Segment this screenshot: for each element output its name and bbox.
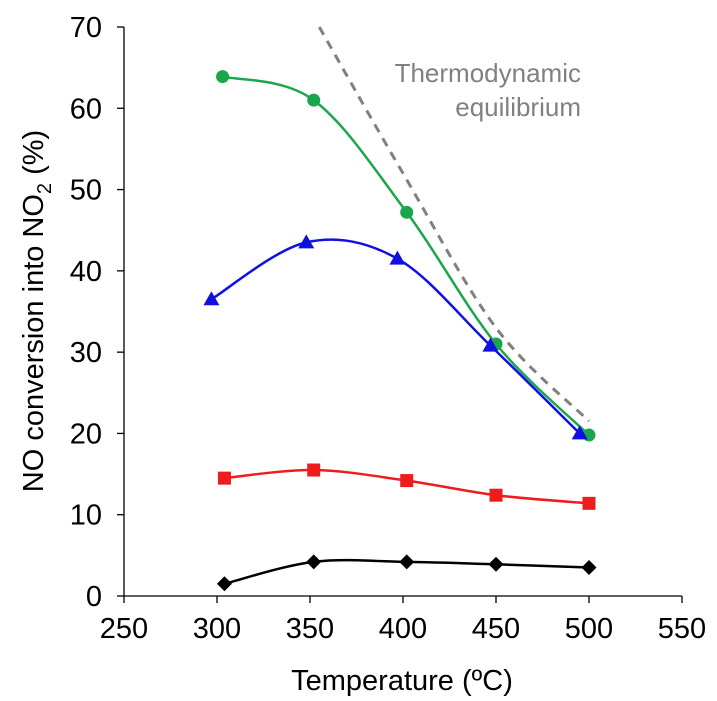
diamond-marker [399,554,415,570]
x-axis-title: Temperature (ºC) [291,665,513,697]
triangle-marker [482,337,499,352]
series-layer [203,26,597,592]
x-tick-label: 450 [472,613,520,645]
x-tick-label: 300 [193,613,241,645]
triangle-marker [203,291,220,306]
triangle-marker [389,250,406,265]
diamond-marker [306,554,322,570]
y-tick-label: 50 [70,175,102,207]
x-tick-label: 350 [286,613,334,645]
series-2-triangle [203,234,588,440]
square-marker [489,488,503,502]
y-tick-label: 20 [70,418,102,450]
square-marker [217,471,231,485]
circle-marker [216,70,230,84]
diamond-marker [581,560,597,576]
x-tick-label: 550 [658,613,706,645]
square-marker [307,463,321,477]
y-axis-title-main: NO conversion into NO [18,194,50,492]
y-tick-label: 0 [86,581,102,613]
equilibrium-line [317,26,591,423]
y-tick-label: 60 [70,93,102,125]
y-tick-label: 30 [70,337,102,369]
x-tick-label: 500 [565,613,613,645]
y-tick-label: 70 [70,12,102,44]
circle-marker [307,93,321,107]
x-tick-label: 400 [379,613,427,645]
y-axis-title: NO conversion into NO2 (%) [18,130,56,492]
x-tick-label: 250 [100,613,148,645]
series-1-circle [216,70,596,442]
square-marker [582,496,596,510]
square-marker [400,474,414,488]
triangle-marker [571,425,588,440]
y-tick-label: 40 [70,256,102,288]
series-4-diamond [216,554,597,592]
circle-marker [400,205,414,219]
annotation-line-2: equilibrium [455,92,581,122]
series-5-none [317,26,591,423]
y-tick-label: 10 [70,500,102,532]
y-axis-title-subscript: 2 [34,183,56,194]
series-3-square [217,463,596,510]
series-line [210,238,581,435]
annotation-line-1: Thermodynamic [395,58,581,88]
diamond-marker [488,556,504,572]
diamond-marker [216,576,232,592]
y-axis-title-tail: (%) [18,130,50,183]
triangle-marker [298,234,315,249]
labels: Thermodynamic equilibrium Temperature (º… [18,58,581,697]
axes: 0 10 20 30 40 50 60 70 250 300 350 400 450 500 550 [70,12,706,645]
